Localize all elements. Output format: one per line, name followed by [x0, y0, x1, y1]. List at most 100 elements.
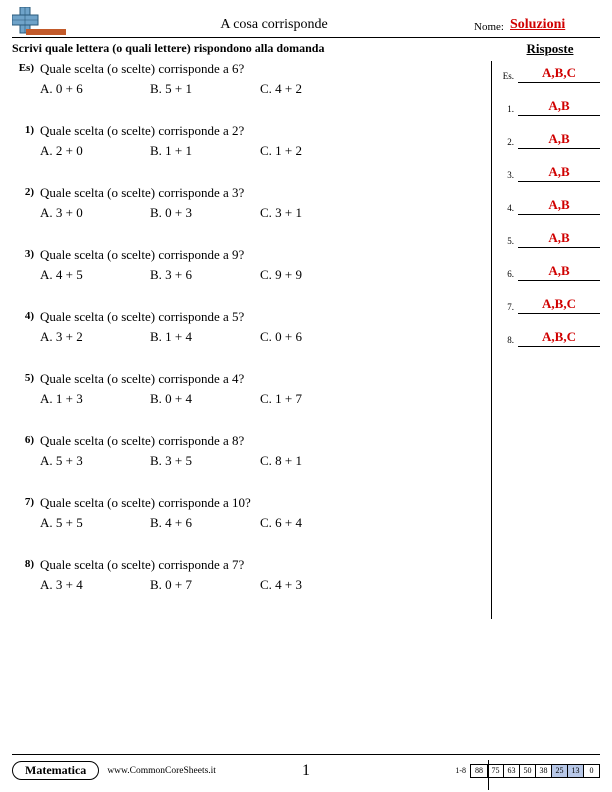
answer-value: A,B: [518, 230, 600, 248]
score-boxes: 887563503825130: [470, 764, 600, 778]
score-box: 50: [519, 765, 535, 777]
score-box: 63: [503, 765, 519, 777]
answer-number: 7.: [500, 302, 518, 314]
score-box: 13: [567, 765, 583, 777]
instructions-row: Scrivi quale lettera (o quali lettere) r…: [12, 41, 600, 57]
answer-row: 2. A,B: [500, 127, 600, 149]
question-text: Quale scelta (o scelte) corrisponde a 10…: [40, 495, 483, 511]
choice-a: A. 3 + 2: [40, 329, 150, 345]
question-block: 3) Quale scelta (o scelte) corrisponde a…: [16, 247, 483, 283]
choice-c: C. 8 + 1: [260, 453, 370, 469]
choice-a: A. 5 + 3: [40, 453, 150, 469]
question-choices: A. 0 + 6 B. 5 + 1 C. 4 + 2: [40, 81, 483, 97]
question-number: Es): [16, 61, 40, 97]
question-number: 2): [16, 185, 40, 221]
question-text: Quale scelta (o scelte) corrisponde a 7?: [40, 557, 483, 573]
choice-c: C. 6 + 4: [260, 515, 370, 531]
footer-url: www.CommonCoreSheets.it: [107, 766, 216, 776]
choice-c: C. 4 + 3: [260, 577, 370, 593]
question-text: Quale scelta (o scelte) corrisponde a 9?: [40, 247, 483, 263]
choice-b: B. 1 + 4: [150, 329, 260, 345]
question-text: Quale scelta (o scelte) corrisponde a 2?: [40, 123, 483, 139]
question-number: 4): [16, 309, 40, 345]
choice-b: B. 5 + 1: [150, 81, 260, 97]
answer-row: 8. A,B,C: [500, 325, 600, 347]
worksheet-page: A cosa corrisponde Nome: Soluzioni Scriv…: [0, 0, 612, 792]
answers-heading: Risposte: [500, 41, 600, 57]
worksheet-title: A cosa corrisponde: [74, 17, 474, 35]
question-text: Quale scelta (o scelte) corrisponde a 3?: [40, 185, 483, 201]
question-number: 8): [16, 557, 40, 593]
question-block: 5) Quale scelta (o scelte) corrisponde a…: [16, 371, 483, 407]
question-body: Quale scelta (o scelte) corrisponde a 5?…: [40, 309, 483, 345]
question-number: 7): [16, 495, 40, 531]
choice-b: B. 0 + 4: [150, 391, 260, 407]
choice-b: B. 0 + 7: [150, 577, 260, 593]
question-block: 1) Quale scelta (o scelte) corrisponde a…: [16, 123, 483, 159]
instruction-text: Scrivi quale lettera (o quali lettere) r…: [12, 41, 500, 56]
choice-a: A. 1 + 3: [40, 391, 150, 407]
score-box: 25: [551, 765, 567, 777]
answer-row: 1. A,B: [500, 94, 600, 116]
question-text: Quale scelta (o scelte) corrisponde a 6?: [40, 61, 483, 77]
question-choices: A. 5 + 5 B. 4 + 6 C. 6 + 4: [40, 515, 483, 531]
answer-row: Es. A,B,C: [500, 61, 600, 83]
answer-value: A,B,C: [518, 296, 600, 314]
answer-value: A,B,C: [518, 65, 600, 83]
answer-row: 5. A,B: [500, 226, 600, 248]
question-number: 1): [16, 123, 40, 159]
footer: Matematica www.CommonCoreSheets.it 1 1-8…: [12, 754, 600, 782]
choice-b: B. 3 + 6: [150, 267, 260, 283]
choice-a: A. 4 + 5: [40, 267, 150, 283]
answer-row: 6. A,B: [500, 259, 600, 281]
answer-number: 4.: [500, 203, 518, 215]
question-choices: A. 3 + 4 B. 0 + 7 C. 4 + 3: [40, 577, 483, 593]
choice-a: A. 2 + 0: [40, 143, 150, 159]
question-body: Quale scelta (o scelte) corrisponde a 3?…: [40, 185, 483, 221]
content-area: Es) Quale scelta (o scelte) corrisponde …: [12, 61, 600, 619]
question-block: 2) Quale scelta (o scelte) corrisponde a…: [16, 185, 483, 221]
question-body: Quale scelta (o scelte) corrisponde a 8?…: [40, 433, 483, 469]
answer-value: A,B: [518, 98, 600, 116]
question-block: 4) Quale scelta (o scelte) corrisponde a…: [16, 309, 483, 345]
choice-c: C. 1 + 2: [260, 143, 370, 159]
score-box: 88: [471, 765, 487, 777]
answer-value: A,B: [518, 197, 600, 215]
question-body: Quale scelta (o scelte) corrisponde a 7?…: [40, 557, 483, 593]
score-box: 0: [583, 765, 599, 777]
score-box: 75: [487, 765, 503, 777]
question-text: Quale scelta (o scelte) corrisponde a 5?: [40, 309, 483, 325]
answer-value: A,B: [518, 131, 600, 149]
score-range: 1-8: [455, 766, 466, 775]
question-body: Quale scelta (o scelte) corrisponde a 9?…: [40, 247, 483, 283]
answer-value: A,B: [518, 164, 600, 182]
choice-c: C. 3 + 1: [260, 205, 370, 221]
answer-number: 1.: [500, 104, 518, 116]
answer-number: 6.: [500, 269, 518, 281]
question-choices: A. 2 + 0 B. 1 + 1 C. 1 + 2: [40, 143, 483, 159]
choice-b: B. 3 + 5: [150, 453, 260, 469]
question-block: 8) Quale scelta (o scelte) corrisponde a…: [16, 557, 483, 593]
answer-number: 2.: [500, 137, 518, 149]
questions-column: Es) Quale scelta (o scelte) corrisponde …: [12, 61, 492, 619]
answer-value: A,B,C: [518, 329, 600, 347]
question-text: Quale scelta (o scelte) corrisponde a 4?: [40, 371, 483, 387]
question-body: Quale scelta (o scelte) corrisponde a 2?…: [40, 123, 483, 159]
question-choices: A. 1 + 3 B. 0 + 4 C. 1 + 7: [40, 391, 483, 407]
choice-a: A. 5 + 5: [40, 515, 150, 531]
page-number: 1: [302, 762, 310, 780]
question-block: 7) Quale scelta (o scelte) corrisponde a…: [16, 495, 483, 531]
choice-c: C. 1 + 7: [260, 391, 370, 407]
question-number: 3): [16, 247, 40, 283]
answer-number: 3.: [500, 170, 518, 182]
answer-value: A,B: [518, 263, 600, 281]
question-choices: A. 3 + 0 B. 0 + 3 C. 3 + 1: [40, 205, 483, 221]
question-body: Quale scelta (o scelte) corrisponde a 6?…: [40, 61, 483, 97]
score-strip: 1-8 887563503825130: [455, 764, 600, 778]
question-body: Quale scelta (o scelte) corrisponde a 10…: [40, 495, 483, 531]
answer-number: Es.: [500, 71, 518, 83]
answer-row: 3. A,B: [500, 160, 600, 182]
question-text: Quale scelta (o scelte) corrisponde a 8?: [40, 433, 483, 449]
question-body: Quale scelta (o scelte) corrisponde a 4?…: [40, 371, 483, 407]
question-number: 5): [16, 371, 40, 407]
